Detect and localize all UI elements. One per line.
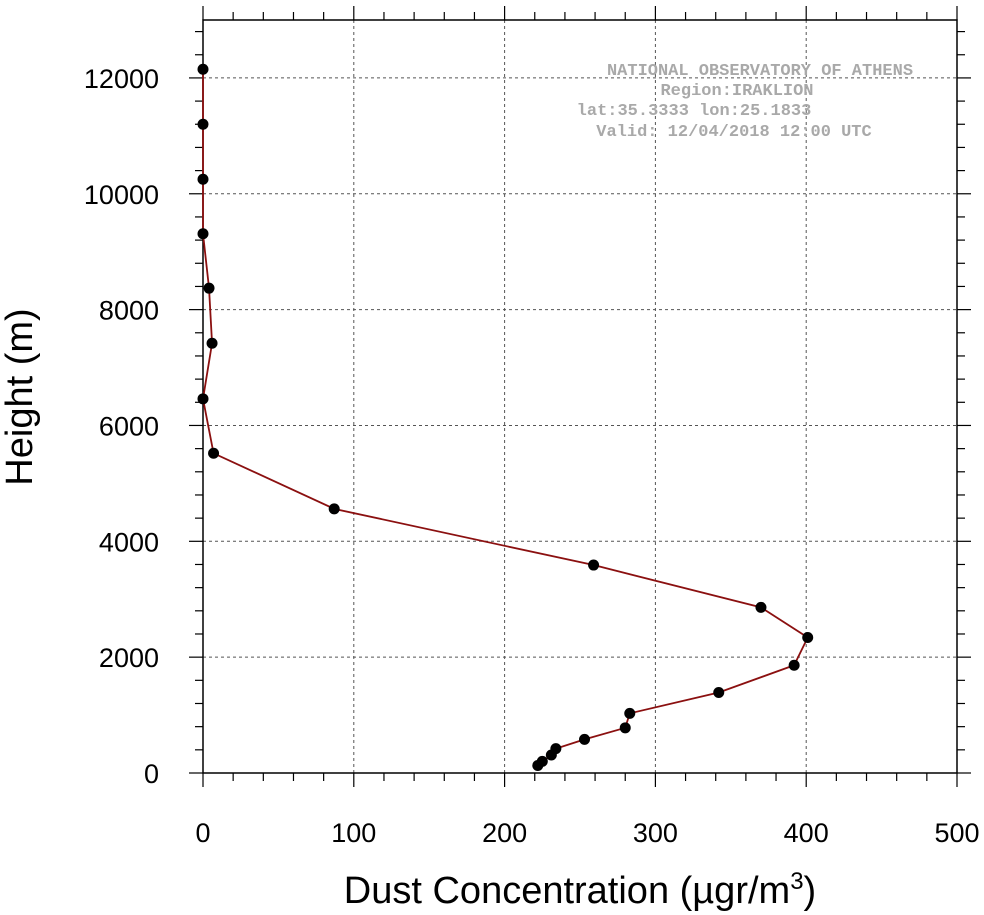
data-point <box>802 631 814 643</box>
x-tick-label: 200 <box>482 818 527 848</box>
data-point <box>203 282 215 294</box>
y-axis-title: Height (m) <box>0 308 41 485</box>
data-point <box>197 173 209 185</box>
annotation-line-2: Region:IRAKLION <box>660 82 813 101</box>
y-tick-label: 10000 <box>84 180 159 210</box>
data-point <box>755 601 767 613</box>
data-point <box>788 659 800 671</box>
data-point <box>619 722 631 734</box>
data-point <box>197 63 209 75</box>
x-tick-label: 500 <box>934 818 979 848</box>
x-tick-label: 400 <box>784 818 829 848</box>
annotation-line-1: NATIONAL OBSERVATORY OF ATHENS <box>607 62 913 81</box>
y-tick-label: 2000 <box>99 643 159 673</box>
y-tick-label: 6000 <box>99 411 159 441</box>
data-point <box>206 337 218 349</box>
data-point <box>197 228 209 240</box>
axis-ticks <box>189 6 971 787</box>
data-point <box>579 733 591 745</box>
x-tick-labels: 0 100 200 300 400 500 <box>195 818 979 848</box>
y-tick-label: 12000 <box>84 64 159 94</box>
series-line <box>202 69 809 767</box>
y-tick-label: 4000 <box>99 527 159 557</box>
data-point <box>550 743 562 755</box>
data-point <box>624 707 636 719</box>
x-tick-label: 100 <box>331 818 376 848</box>
x-axis-title: Dust Concentration (µgr/m3) <box>344 868 816 912</box>
series-markers <box>197 63 814 771</box>
data-point <box>536 755 548 767</box>
y-tick-label: 0 <box>144 759 159 789</box>
x-tick-label: 300 <box>633 818 678 848</box>
annotation-line-3: lat:35.3333 lon:25.1833 <box>577 102 812 121</box>
data-point <box>197 118 209 130</box>
data-point <box>197 393 209 405</box>
y-tick-label: 8000 <box>99 296 159 326</box>
data-point <box>328 503 340 515</box>
data-point <box>208 447 220 459</box>
y-tick-labels: 0 2000 4000 6000 8000 10000 12000 <box>84 64 159 789</box>
x-tick-label: 0 <box>195 818 210 848</box>
data-point <box>713 686 725 698</box>
data-point <box>588 559 600 571</box>
annotation-line-4: Valid: 12/04/2018 12:00 UTC <box>596 123 871 142</box>
